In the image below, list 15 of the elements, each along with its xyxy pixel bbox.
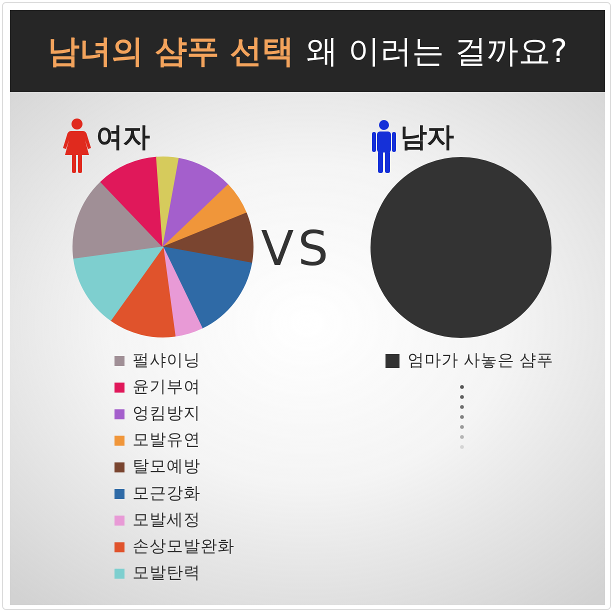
legend-label: 모발유연 <box>132 430 200 450</box>
legend-label: 모발세정 <box>132 510 200 529</box>
legend-label: 모근강화 <box>132 483 200 502</box>
text: 남녀의 샴푸 선택 <box>48 31 294 71</box>
legend-label: 탈모예방 <box>132 456 200 476</box>
legend-label: 손상모발완화 <box>132 536 234 556</box>
legend-label: 윤기부여 <box>132 376 200 396</box>
text: 왜 이러는 걸까요? <box>306 31 568 71</box>
legend-label: 엉킴방지 <box>132 403 200 422</box>
chart-title: 여자 <box>96 122 150 154</box>
legend-label: 모발탄력 <box>132 563 200 582</box>
chart-title: 남자 <box>400 122 454 154</box>
legend-label: 엄마가 사놓은 샴푸 <box>407 350 554 370</box>
legend-label: 펄샤이닝 <box>132 350 200 370</box>
text: VS <box>261 221 332 277</box>
